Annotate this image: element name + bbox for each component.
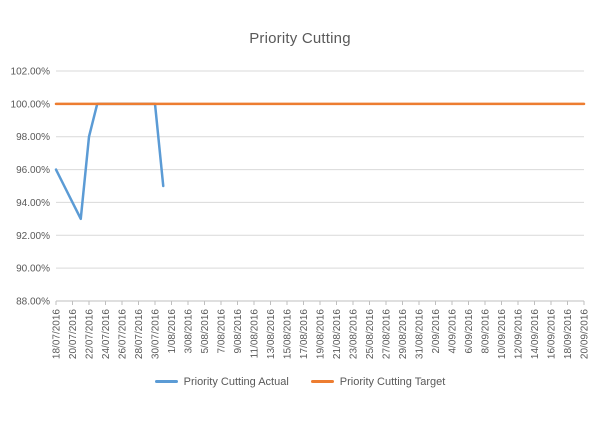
legend-line-swatch	[310, 380, 334, 383]
x-axis-tick-label: 15/08/2016	[283, 309, 294, 359]
x-axis-tick-label: 4/09/2016	[448, 309, 459, 354]
legend-line-swatch	[154, 380, 178, 383]
x-axis-tick-label: 12/09/2016	[514, 309, 525, 359]
x-axis-tick-label: 6/09/2016	[464, 309, 475, 354]
x-axis-tick-label: 23/08/2016	[349, 309, 360, 359]
x-axis-tick-label: 27/08/2016	[382, 309, 393, 359]
legend-label: Priority Cutting Actual	[183, 375, 289, 388]
y-axis-tick-label: 102.00%	[11, 67, 51, 78]
x-axis-tick-label: 2/09/2016	[431, 309, 442, 354]
legend-item: Priority Cutting Actual	[154, 375, 289, 388]
x-axis-tick-label: 20/07/2016	[68, 309, 79, 359]
x-axis-tick-label: 18/09/2016	[563, 309, 574, 359]
x-axis-tick-label: 28/07/2016	[134, 309, 145, 359]
legend-item: Priority Cutting Target	[310, 375, 446, 388]
y-axis-tick-label: 100.00%	[11, 99, 51, 110]
x-axis-tick-label: 8/09/2016	[481, 309, 492, 354]
y-axis-tick-label: 96.00%	[16, 165, 50, 176]
x-axis-tick-label: 21/08/2016	[332, 309, 343, 359]
x-axis-tick-label: 29/08/2016	[398, 309, 409, 359]
x-axis-tick-label: 14/09/2016	[530, 309, 541, 359]
chart-title: Priority Cutting	[249, 30, 351, 47]
legend: Priority Cutting Actual Priority Cutting …	[0, 374, 600, 389]
y-axis-tick-label: 92.00%	[16, 231, 50, 242]
x-axis-tick-label: 11/08/2016	[250, 309, 261, 359]
legend-label: Priority Cutting Target	[339, 375, 446, 388]
y-axis-tick-label: 94.00%	[16, 198, 50, 209]
x-axis-tick-label: 16/09/2016	[547, 309, 558, 359]
x-axis-tick-label: 5/08/2016	[200, 309, 211, 354]
x-axis-tick-label: 13/08/2016	[266, 309, 277, 359]
y-axis-tick-label: 90.00%	[16, 264, 50, 275]
x-axis-tick-label: 9/08/2016	[233, 309, 244, 354]
x-axis-tick-label: 30/07/2016	[151, 309, 162, 359]
x-axis-tick-label: 20/09/2016	[580, 309, 591, 359]
x-axis-tick-label: 3/08/2016	[184, 309, 195, 354]
x-axis-tick-label: 31/08/2016	[415, 309, 426, 359]
x-axis-tick-label: 10/09/2016	[497, 309, 508, 359]
x-axis-tick-label: 26/07/2016	[118, 309, 129, 359]
series-line-actual	[54, 102, 165, 221]
x-axis-tick-label: 7/08/2016	[217, 309, 228, 354]
x-axis-tick-label: 17/08/2016	[299, 309, 310, 359]
x-axis-tick-label: 24/07/2016	[101, 309, 112, 359]
x-axis-tick-label: 19/08/2016	[316, 309, 327, 359]
x-axis-tick-label: 25/08/2016	[365, 309, 376, 359]
x-axis-tick-label: 1/08/2016	[167, 309, 178, 354]
x-axis-tick-label: 18/07/2016	[52, 309, 63, 359]
y-axis-tick-label: 88.00%	[16, 297, 50, 308]
y-axis-tick-label: 98.00%	[16, 132, 50, 143]
x-axis-tick-label: 22/07/2016	[85, 309, 96, 359]
